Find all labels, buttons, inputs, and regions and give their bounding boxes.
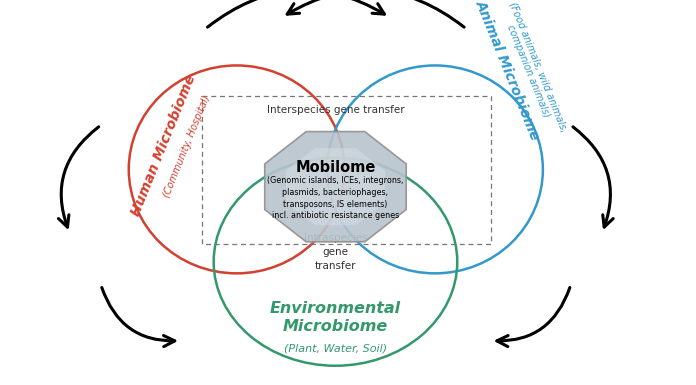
Text: Human Microbiome: Human Microbiome (129, 73, 199, 218)
Text: (Plant, Water, Soil): (Plant, Water, Soil) (284, 343, 387, 353)
Polygon shape (286, 148, 385, 225)
Text: Interspecies gene transfer: Interspecies gene transfer (267, 105, 404, 115)
Text: (Food animals, wild animals,
companion animals): (Food animals, wild animals, companion a… (497, 0, 569, 138)
Polygon shape (264, 132, 406, 242)
Text: Intraspecies
gene
transfer: Intraspecies gene transfer (303, 233, 367, 271)
Text: Environmental
Microbiome: Environmental Microbiome (270, 301, 401, 334)
Text: (Genomic islands, ICEs, integrons,
plasmids, bacteriophages,
transposons, IS ele: (Genomic islands, ICEs, integrons, plasm… (267, 176, 404, 221)
Text: Mobilome: Mobilome (295, 160, 376, 175)
Text: (Community, Hospital): (Community, Hospital) (161, 94, 212, 199)
Bar (202, 96, 491, 244)
Text: Animal Microbiome: Animal Microbiome (473, 0, 542, 143)
